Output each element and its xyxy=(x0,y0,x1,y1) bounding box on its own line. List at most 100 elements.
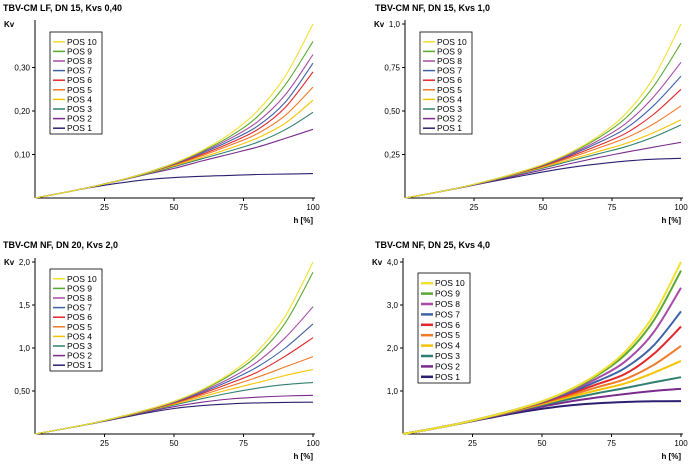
legend-entry: POS 6 xyxy=(435,320,460,330)
x-axis-label: h [%] xyxy=(661,216,681,225)
y-axis-label: Kv xyxy=(4,258,15,267)
legend-entry: POS 5 xyxy=(435,330,460,340)
legend-entry: POS 2 xyxy=(67,114,92,124)
x-tick-label: 75 xyxy=(608,203,617,212)
legend-box xyxy=(419,31,473,135)
y-tick-label: 3,0 xyxy=(387,301,399,310)
y-tick-label: 0,75 xyxy=(384,64,400,73)
legend-entry: POS 10 xyxy=(67,37,97,47)
legend-entry: POS 3 xyxy=(435,351,460,361)
legend-entry: POS 1 xyxy=(435,372,460,382)
x-tick-label: 100 xyxy=(306,439,320,448)
legend-entry: POS 4 xyxy=(67,331,92,341)
y-tick-label: 0,25 xyxy=(384,151,400,160)
x-tick-label: 25 xyxy=(470,203,479,212)
series-line-pos-3 xyxy=(404,124,682,199)
x-axis-label: h [%] xyxy=(293,452,313,461)
legend-entry: POS 8 xyxy=(67,293,92,303)
legend-entry: POS 8 xyxy=(437,56,462,66)
legend-entry: POS 10 xyxy=(435,278,465,288)
y-axis-label: Kv xyxy=(372,258,383,267)
y-tick-label: 2,0 xyxy=(387,344,399,353)
x-tick-label: 75 xyxy=(239,203,248,212)
legend-box xyxy=(417,272,471,384)
legend-entry: POS 2 xyxy=(67,351,92,361)
series-line-pos-1 xyxy=(34,173,314,199)
chart-title: TBV-CM LF, DN 15, Kvs 0,40 xyxy=(3,3,122,13)
legend-entry: POS 8 xyxy=(435,299,460,309)
x-tick-label: 100 xyxy=(674,439,688,448)
legend-entry: POS 1 xyxy=(67,123,92,133)
y-tick-label: 0,30 xyxy=(14,64,30,73)
y-tick-label: 1,0 xyxy=(19,344,31,353)
legend-entry: POS 4 xyxy=(437,94,462,104)
legend-entry: POS 5 xyxy=(67,85,92,95)
legend-entry: POS 9 xyxy=(67,283,92,293)
legend-entry: POS 7 xyxy=(435,309,460,319)
chart-1: TBV-CM LF, DN 15, Kvs 0,40 Kv 0,10 0,20 0,30… xyxy=(3,3,320,225)
x-tick-label: 100 xyxy=(306,203,320,212)
y-tick-label: 0,10 xyxy=(14,151,30,160)
legend-entry: POS 7 xyxy=(67,66,92,76)
chart-title: TBV-CM NF, DN 15, Kvs 1,0 xyxy=(375,3,490,13)
x-tick-label: 25 xyxy=(100,203,109,212)
legend-entry: POS 5 xyxy=(67,322,92,332)
chart-3: TBV-CM NF, DN 20, Kvs 2,0 Kv 0,50 1,0 1,5 2,0… xyxy=(3,240,320,461)
legend-entry: POS 3 xyxy=(437,104,462,114)
legend-box xyxy=(49,31,103,135)
x-tick-label: 75 xyxy=(239,439,248,448)
y-axis-label: Kv xyxy=(374,20,385,29)
y-tick-label: 0,20 xyxy=(14,107,30,116)
legend-entry: POS 2 xyxy=(437,114,462,124)
legend-entry: POS 10 xyxy=(437,37,467,47)
y-tick-label: 0,50 xyxy=(14,387,30,396)
y-tick-label: 1,0 xyxy=(389,20,401,29)
legend-entry: POS 9 xyxy=(435,289,460,299)
legend-entry: POS 10 xyxy=(67,274,97,284)
series-line-pos-10 xyxy=(34,23,314,199)
legend-entry: POS 3 xyxy=(67,104,92,114)
y-tick-label: 1,0 xyxy=(387,387,399,396)
legend-entry: POS 5 xyxy=(437,85,462,95)
y-tick-label: 0,50 xyxy=(384,107,400,116)
x-tick-label: 50 xyxy=(539,203,548,212)
legend-box xyxy=(49,268,103,372)
x-tick-label: 75 xyxy=(607,439,616,448)
y-tick-label: 1,5 xyxy=(19,301,31,310)
legend-entry: POS 4 xyxy=(67,94,92,104)
chart-title: TBV-CM NF, DN 20, Kvs 2,0 xyxy=(3,240,118,250)
legend-entry: POS 1 xyxy=(67,360,92,370)
legend-entry: POS 6 xyxy=(67,312,92,322)
x-axis-label: h [%] xyxy=(661,452,681,461)
x-tick-label: 50 xyxy=(170,439,179,448)
chart-title: TBV-CM NF, DN 25, Kvs 4,0 xyxy=(375,240,490,250)
y-tick-label: 2,0 xyxy=(19,258,31,267)
legend-entry: POS 4 xyxy=(435,341,460,351)
y-axis-label: Kv xyxy=(4,20,15,29)
legend-entry: POS 3 xyxy=(67,341,92,351)
series-line-pos-10 xyxy=(404,23,682,199)
series-line-pos-10 xyxy=(34,261,314,435)
series-line-pos-10 xyxy=(402,261,682,435)
chart-2: TBV-CM NF, DN 15, Kvs 1,0 Kv 0,25 0,50 0,75 1… xyxy=(374,3,688,225)
legend-entry: POS 6 xyxy=(437,75,462,85)
y-tick-label: 4,0 xyxy=(387,258,399,267)
legend-entry: POS 9 xyxy=(437,46,462,56)
x-tick-label: 50 xyxy=(170,203,179,212)
legend-entry: POS 1 xyxy=(437,123,462,133)
legend-entry: POS 7 xyxy=(437,66,462,76)
series-line-pos-2 xyxy=(404,141,682,199)
x-tick-label: 25 xyxy=(468,439,477,448)
x-axis-label: h [%] xyxy=(293,216,313,225)
x-tick-label: 100 xyxy=(674,203,688,212)
chart-4: TBV-CM NF, DN 25, Kvs 4,0 Kv 1,0 2,0 3,0 4,0 2… xyxy=(372,240,688,461)
x-tick-label: 25 xyxy=(100,439,109,448)
legend-entry: POS 6 xyxy=(67,75,92,85)
legend-entry: POS 2 xyxy=(435,361,460,371)
legend-entry: POS 7 xyxy=(67,303,92,313)
x-tick-label: 50 xyxy=(538,439,547,448)
